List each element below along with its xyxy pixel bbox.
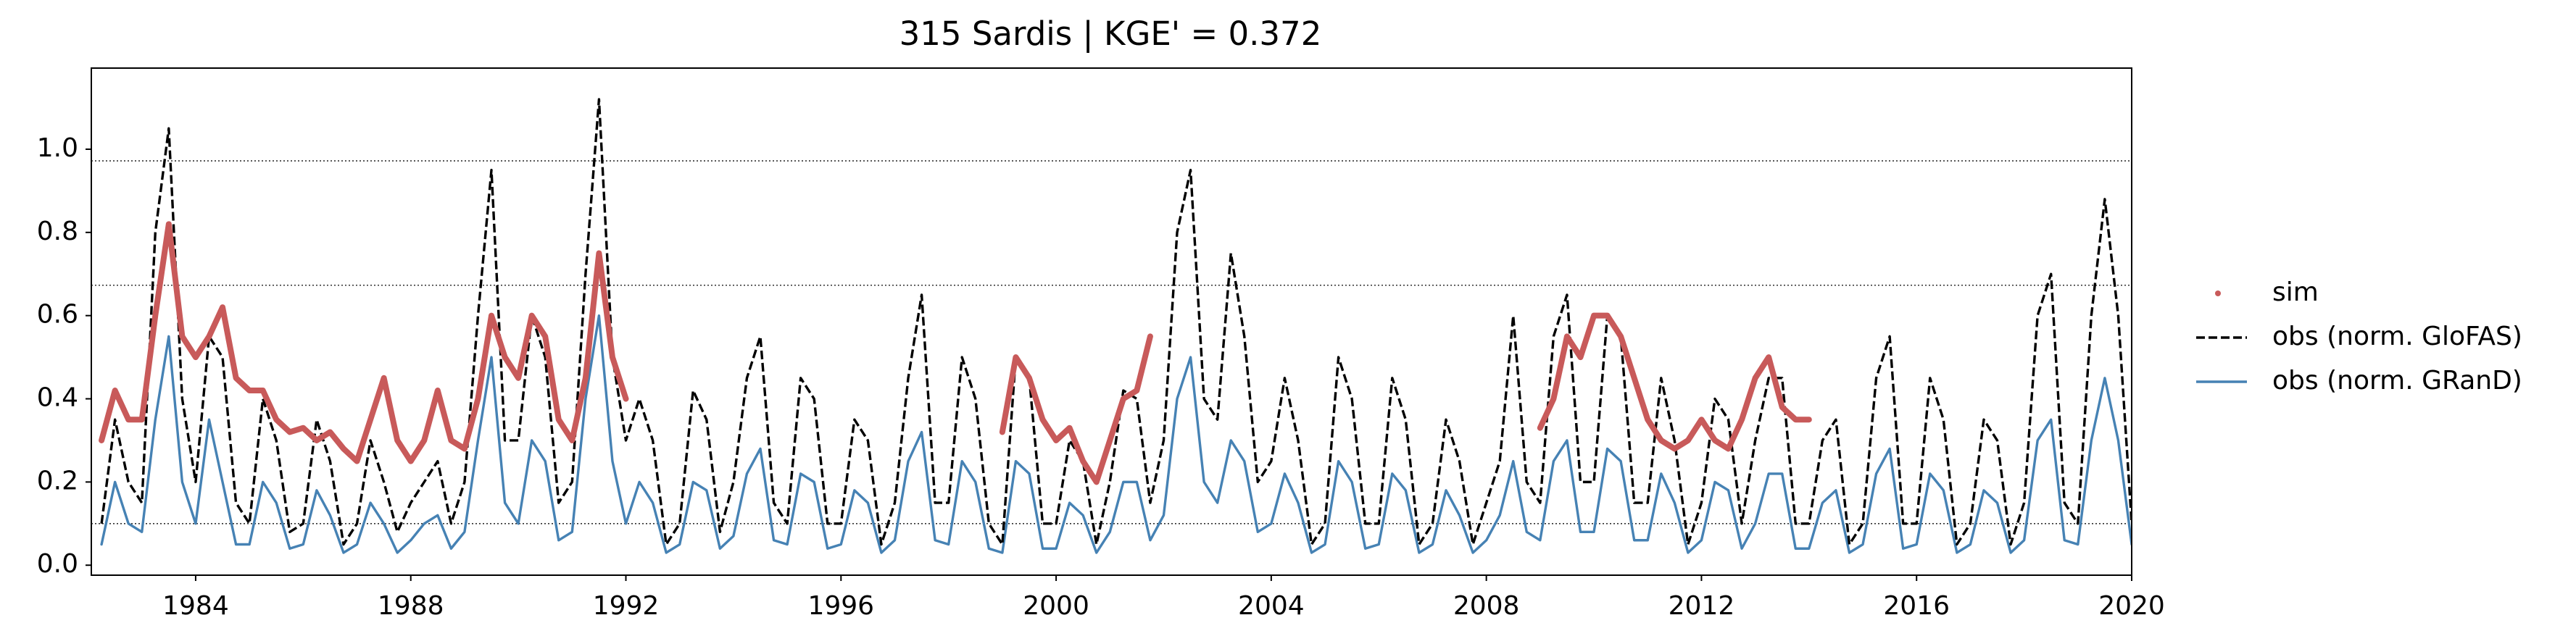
y-tick-label: 0.8 bbox=[37, 217, 78, 246]
chart-title: 315 Sardis | KGE' = 0.372 bbox=[899, 14, 1322, 53]
x-tick-label: 2008 bbox=[1453, 591, 1520, 621]
legend-label: sim bbox=[2272, 277, 2319, 307]
series-line bbox=[99, 221, 1812, 485]
x-tick-label: 1988 bbox=[378, 591, 444, 621]
y-tick-label: 0.2 bbox=[37, 466, 78, 495]
x-tick-label: 1996 bbox=[807, 591, 874, 621]
x-tick-label: 1984 bbox=[162, 591, 229, 621]
y-tick-label: 0.6 bbox=[37, 300, 78, 330]
series-line bbox=[100, 314, 2132, 554]
legend-label: obs (norm. GRanD) bbox=[2272, 366, 2522, 396]
x-tick-label: 2000 bbox=[1023, 591, 1089, 621]
x-tick-label: 2012 bbox=[1669, 591, 1735, 621]
y-tick-label: 1.0 bbox=[37, 133, 78, 163]
x-tick-label: 2020 bbox=[2098, 591, 2165, 621]
x-tick-label: 2016 bbox=[1883, 591, 1950, 621]
series-line bbox=[100, 98, 2132, 546]
plot-area bbox=[99, 98, 2132, 554]
x-tick-label: 2004 bbox=[1238, 591, 1305, 621]
axes-frame bbox=[91, 67, 2132, 576]
y-tick-label: 0.4 bbox=[37, 383, 78, 413]
y-tick-label: 0.0 bbox=[37, 549, 78, 579]
x-tick-label: 1992 bbox=[593, 591, 660, 621]
legend-marker bbox=[2215, 290, 2221, 296]
legend-label: obs (norm. GloFAS) bbox=[2272, 322, 2522, 351]
